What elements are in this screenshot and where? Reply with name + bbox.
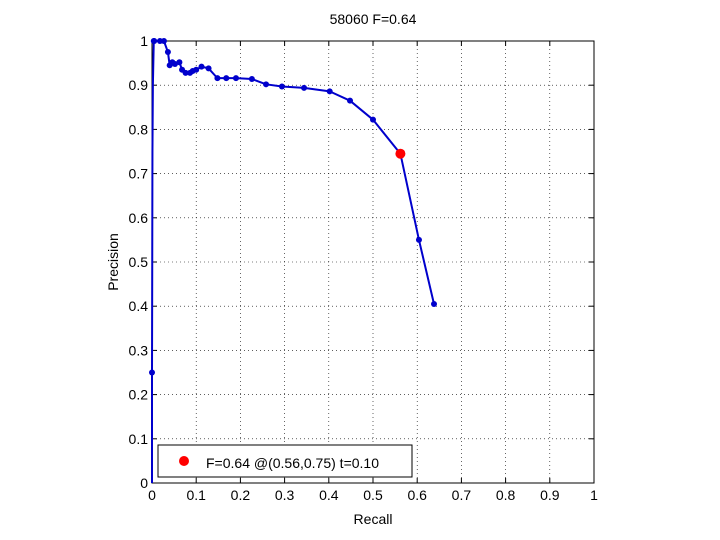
- y-tick-label: 0.9: [129, 77, 149, 93]
- data-point: [370, 116, 376, 123]
- legend: F=0.64 @(0.56,0.75) t=0.10: [157, 444, 413, 478]
- x-tick-label: 0: [148, 487, 156, 503]
- y-tick-label: 0.8: [129, 121, 149, 137]
- data-point: [326, 88, 333, 95]
- axis-ticks: 0 0.1 0.2 0.3 0.4 0.5 0.6 0.7 0.8 0.9 1 0 0.1 0.2 0.3 0…: [129, 33, 599, 503]
- data-point: [248, 76, 255, 83]
- y-axis-label: Precision: [105, 233, 121, 291]
- x-axis-label: Recall: [354, 511, 393, 527]
- data-point: [263, 81, 270, 88]
- y-tick-label: 0: [140, 475, 148, 491]
- x-tick-label: 0.2: [231, 487, 251, 503]
- data-point: [278, 83, 285, 90]
- data-point: [182, 69, 189, 76]
- x-tick-label: 0.4: [319, 487, 339, 503]
- x-tick-label: 0.6: [407, 487, 427, 503]
- legend-box: [157, 444, 413, 478]
- best-f-point: [395, 148, 406, 159]
- data-point: [347, 97, 354, 104]
- data-point: [214, 75, 221, 82]
- data-point: [205, 65, 212, 72]
- data-point: [176, 59, 183, 66]
- data-point: [193, 66, 200, 73]
- chart-title: 58060 F=0.64: [330, 11, 417, 27]
- data-point: [160, 38, 167, 44]
- data-point: [151, 38, 158, 44]
- data-point: [164, 49, 171, 56]
- y-tick-label: 1: [140, 33, 148, 49]
- legend-label: F=0.64 @(0.56,0.75) t=0.10: [206, 455, 379, 471]
- data-point: [301, 84, 308, 91]
- x-tick-label: 0.7: [452, 487, 472, 503]
- x-tick-label: 1: [590, 487, 598, 503]
- x-tick-label: 0.3: [275, 487, 295, 503]
- data-point: [198, 63, 205, 70]
- data-point: [415, 236, 422, 243]
- x-tick-label: 0.9: [540, 487, 560, 503]
- y-tick-label: 0.6: [129, 210, 149, 226]
- y-tick-label: 0.2: [129, 387, 149, 403]
- data-point: [149, 369, 155, 376]
- y-tick-label: 0.5: [129, 254, 149, 270]
- x-tick-label: 0.5: [363, 487, 383, 503]
- legend-marker: [179, 456, 189, 466]
- data-point: [430, 300, 437, 307]
- y-tick-label: 0.7: [129, 166, 149, 182]
- grid-lines: [152, 41, 594, 483]
- y-tick-label: 0.1: [129, 431, 149, 447]
- y-tick-label: 0.3: [129, 342, 149, 358]
- series-layer: [149, 38, 437, 483]
- y-tick-label: 0.4: [129, 298, 149, 314]
- data-point: [232, 75, 239, 82]
- x-tick-label: 0.8: [496, 487, 516, 503]
- data-point: [223, 75, 230, 82]
- x-tick-label: 0.1: [186, 487, 206, 503]
